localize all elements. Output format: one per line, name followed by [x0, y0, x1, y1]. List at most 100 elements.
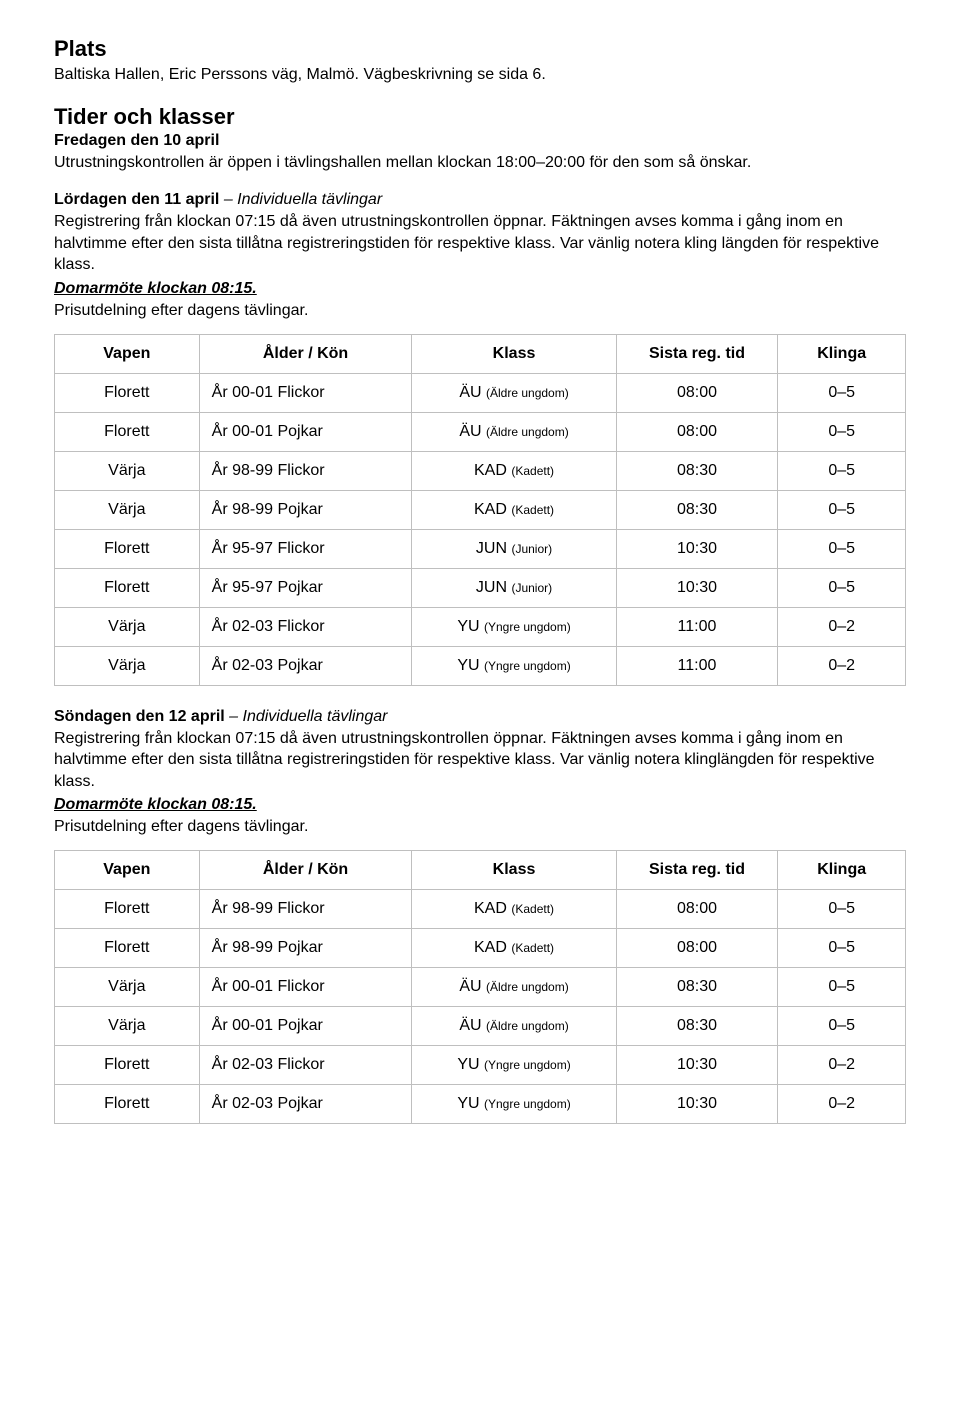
cell-klinga: 0–5: [778, 889, 906, 928]
cell-vapen: Florett: [55, 412, 200, 451]
cell-vapen: Värja: [55, 451, 200, 490]
table-header-row: Vapen Ålder / Kön Klass Sista reg. tid K…: [55, 850, 906, 889]
cell-tid: 10:30: [616, 529, 778, 568]
lordag-subtitle: – Individuella tävlingar: [219, 191, 382, 208]
table-row: FlorettÅr 02-03 FlickorYU (Yngre ungdom)…: [55, 1045, 906, 1084]
table-row: VärjaÅr 98-99 FlickorKAD (Kadett)08:300–…: [55, 451, 906, 490]
cell-tid: 08:30: [616, 490, 778, 529]
cell-vapen: Florett: [55, 889, 200, 928]
sondag-day: Söndagen den 12 april: [54, 708, 225, 725]
saturday-table: Vapen Ålder / Kön Klass Sista reg. tid K…: [54, 334, 906, 686]
sondag-pris: Prisutdelning efter dagens tävlingar.: [54, 816, 906, 838]
table-row: FlorettÅr 00-01 PojkarÄU (Äldre ungdom)0…: [55, 412, 906, 451]
cell-alder: År 98-99 Flickor: [199, 889, 412, 928]
sondag-para: Registrering från klockan 07:15 då även …: [54, 728, 906, 793]
cell-klinga: 0–2: [778, 1084, 906, 1123]
spacer: [54, 177, 906, 191]
cell-klass: JUN (Junior): [412, 529, 616, 568]
th-klass: Klass: [412, 850, 616, 889]
cell-klinga: 0–5: [778, 568, 906, 607]
sunday-table: Vapen Ålder / Kön Klass Sista reg. tid K…: [54, 850, 906, 1124]
th-sista: Sista reg. tid: [616, 334, 778, 373]
cell-alder: År 00-01 Flickor: [199, 373, 412, 412]
table-row: VärjaÅr 02-03 PojkarYU (Yngre ungdom)11:…: [55, 646, 906, 685]
cell-klinga: 0–5: [778, 412, 906, 451]
cell-tid: 10:30: [616, 1084, 778, 1123]
cell-alder: År 98-99 Pojkar: [199, 928, 412, 967]
th-klinga: Klinga: [778, 334, 906, 373]
cell-klinga: 0–5: [778, 451, 906, 490]
cell-tid: 08:30: [616, 451, 778, 490]
table-row: FlorettÅr 02-03 PojkarYU (Yngre ungdom)1…: [55, 1084, 906, 1123]
sondag-subtitle: – Individuella tävlingar: [225, 708, 388, 725]
cell-klass: JUN (Junior): [412, 568, 616, 607]
cell-alder: År 00-01 Flickor: [199, 967, 412, 1006]
plats-text: Baltiska Hallen, Eric Perssons väg, Malm…: [54, 64, 906, 86]
table-row: FlorettÅr 98-99 PojkarKAD (Kadett)08:000…: [55, 928, 906, 967]
cell-vapen: Florett: [55, 1084, 200, 1123]
th-klass: Klass: [412, 334, 616, 373]
cell-klass: KAD (Kadett): [412, 451, 616, 490]
cell-tid: 08:00: [616, 412, 778, 451]
table-row: VärjaÅr 00-01 PojkarÄU (Äldre ungdom)08:…: [55, 1006, 906, 1045]
cell-tid: 11:00: [616, 607, 778, 646]
lordag-para: Registrering från klockan 07:15 då även …: [54, 211, 906, 276]
cell-klinga: 0–2: [778, 607, 906, 646]
lordag-day: Lördagen den 11 april: [54, 191, 219, 208]
fredag-text: Utrustningskontrollen är öppen i tävling…: [54, 152, 906, 174]
lordag-pris: Prisutdelning efter dagens tävlingar.: [54, 300, 906, 322]
cell-klass: ÄU (Äldre ungdom): [412, 412, 616, 451]
cell-klass: YU (Yngre ungdom): [412, 607, 616, 646]
th-vapen: Vapen: [55, 850, 200, 889]
cell-tid: 08:30: [616, 1006, 778, 1045]
table-row: FlorettÅr 00-01 FlickorÄU (Äldre ungdom)…: [55, 373, 906, 412]
section-title-plats: Plats: [54, 36, 906, 62]
cell-alder: År 02-03 Pojkar: [199, 1084, 412, 1123]
th-alder: Ålder / Kön: [199, 334, 412, 373]
cell-alder: År 98-99 Flickor: [199, 451, 412, 490]
cell-klass: ÄU (Äldre ungdom): [412, 373, 616, 412]
cell-klass: YU (Yngre ungdom): [412, 1084, 616, 1123]
cell-klass: ÄU (Äldre ungdom): [412, 967, 616, 1006]
cell-tid: 08:00: [616, 373, 778, 412]
table-row: VärjaÅr 00-01 FlickorÄU (Äldre ungdom)08…: [55, 967, 906, 1006]
cell-alder: År 00-01 Pojkar: [199, 412, 412, 451]
cell-klinga: 0–2: [778, 1045, 906, 1084]
section-title-tider: Tider och klasser: [54, 104, 906, 130]
table-row: FlorettÅr 98-99 FlickorKAD (Kadett)08:00…: [55, 889, 906, 928]
sondag-heading: Söndagen den 12 april – Individuella täv…: [54, 708, 906, 726]
cell-alder: År 02-03 Flickor: [199, 607, 412, 646]
cell-klass: ÄU (Äldre ungdom): [412, 1006, 616, 1045]
cell-vapen: Florett: [55, 529, 200, 568]
cell-alder: År 02-03 Pojkar: [199, 646, 412, 685]
cell-klinga: 0–5: [778, 529, 906, 568]
cell-klass: YU (Yngre ungdom): [412, 1045, 616, 1084]
cell-tid: 08:00: [616, 889, 778, 928]
cell-tid: 08:00: [616, 928, 778, 967]
lordag-heading: Lördagen den 11 april – Individuella täv…: [54, 191, 906, 209]
cell-tid: 10:30: [616, 568, 778, 607]
th-sista: Sista reg. tid: [616, 850, 778, 889]
fredag-heading: Fredagen den 10 april: [54, 132, 906, 150]
cell-tid: 10:30: [616, 1045, 778, 1084]
cell-klinga: 0–5: [778, 928, 906, 967]
lordag-domarmote: Domarmöte klockan 08:15.: [54, 280, 906, 298]
cell-alder: År 95-97 Pojkar: [199, 568, 412, 607]
cell-klass: KAD (Kadett): [412, 490, 616, 529]
cell-vapen: Värja: [55, 1006, 200, 1045]
th-klinga: Klinga: [778, 850, 906, 889]
cell-klass: YU (Yngre ungdom): [412, 646, 616, 685]
table-row: VärjaÅr 98-99 PojkarKAD (Kadett)08:300–5: [55, 490, 906, 529]
cell-vapen: Florett: [55, 568, 200, 607]
sondag-domarmote: Domarmöte klockan 08:15.: [54, 796, 906, 814]
cell-klinga: 0–5: [778, 373, 906, 412]
cell-vapen: Värja: [55, 607, 200, 646]
cell-alder: År 95-97 Flickor: [199, 529, 412, 568]
cell-klass: KAD (Kadett): [412, 928, 616, 967]
th-vapen: Vapen: [55, 334, 200, 373]
cell-tid: 08:30: [616, 967, 778, 1006]
cell-alder: År 00-01 Pojkar: [199, 1006, 412, 1045]
cell-klass: KAD (Kadett): [412, 889, 616, 928]
table-row: VärjaÅr 02-03 FlickorYU (Yngre ungdom)11…: [55, 607, 906, 646]
fredag-day: Fredagen den 10 april: [54, 132, 219, 149]
